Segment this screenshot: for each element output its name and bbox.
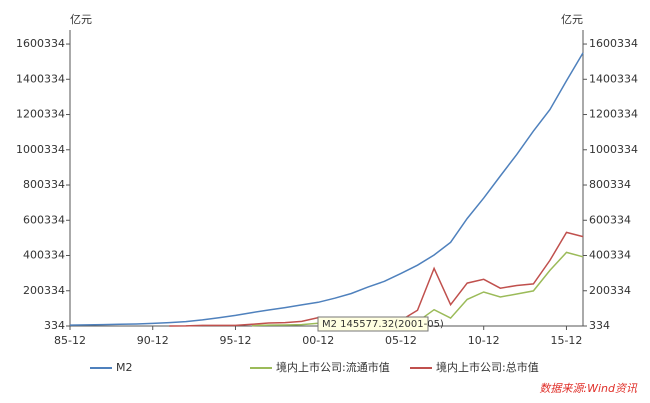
- series-line: [169, 231, 584, 327]
- x-tick-label: 10-12: [468, 334, 500, 347]
- y-tick-label: 800334: [23, 178, 65, 191]
- x-tick-label: 85-12: [54, 334, 86, 347]
- tooltip-box: [317, 316, 429, 332]
- y-tick-label: 1000334: [589, 143, 638, 156]
- tooltip: M2 145577.32(2001-05): [322, 319, 444, 330]
- y-tick-label: 334: [44, 319, 65, 332]
- y-tick-label: 600334: [23, 213, 65, 226]
- y-tick-label: 1200334: [589, 108, 638, 121]
- legend-label: M2: [116, 361, 133, 374]
- y-tick-label: 1600334: [16, 37, 65, 50]
- y-tick-label: 400334: [589, 249, 631, 262]
- y-tick-label: 1600334: [589, 37, 638, 50]
- y-tick-label: 1000334: [16, 143, 65, 156]
- y-tick-label: 1400334: [16, 72, 65, 85]
- y-tick-label: 1400334: [589, 72, 638, 85]
- series-line: [69, 52, 584, 326]
- x-tick-label: 90-12: [137, 334, 169, 347]
- legend-label: 境内上市公司:流通市值: [276, 360, 390, 374]
- x-tick-label: 00-12: [302, 334, 334, 347]
- y-tick-label: 200334: [23, 284, 65, 297]
- x-tick-label: 15-12: [550, 334, 582, 347]
- x-tick-label: 05-12: [385, 334, 417, 347]
- x-tick-label: 95-12: [219, 334, 251, 347]
- source: 数据来源:Wind资讯: [539, 382, 638, 395]
- y-tick-label: 1200334: [16, 108, 65, 121]
- y-tick-label: 600334: [589, 213, 631, 226]
- y-tick-label: 334: [589, 319, 610, 332]
- y-unit-right: 亿元: [561, 13, 583, 26]
- legend-label: 境内上市公司:总市值: [436, 360, 539, 374]
- y-tick-label: 800334: [589, 178, 631, 191]
- y-tick-label: 200334: [589, 284, 631, 297]
- y-unit-left: 亿元: [70, 13, 92, 26]
- series-line: [251, 251, 584, 327]
- y-tick-label: 400334: [23, 249, 65, 262]
